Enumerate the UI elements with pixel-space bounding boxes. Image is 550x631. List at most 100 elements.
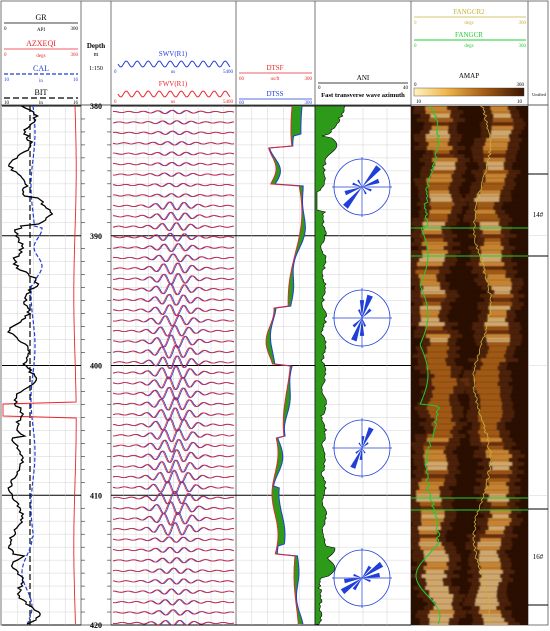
- waveform-trace: [112, 567, 235, 574]
- waveform-trace: [112, 243, 235, 252]
- bit-max: 16: [73, 101, 79, 106]
- azxeqi-unit: degs: [36, 54, 45, 59]
- rose-petal: [359, 448, 363, 460]
- waveform-track: [112, 109, 235, 625]
- waveform-trace: [112, 557, 235, 564]
- waveform-trace: [112, 459, 235, 474]
- ani-curve: [314, 105, 346, 626]
- waveform-trace: [112, 470, 235, 484]
- cal-unit: in: [39, 79, 43, 84]
- waveform-trace: [112, 490, 235, 505]
- swv-max: 5400: [223, 70, 234, 75]
- fast-azimuth-title: Fast transverse wave azimuth: [321, 92, 405, 99]
- waveform-track-header: SWV(R1) 0 us 5400 FWV(R1) 0 us 5400: [114, 50, 234, 105]
- depth-label-420: 420: [90, 621, 102, 630]
- fangcr-curve-name: FANGCR: [455, 31, 483, 39]
- waveform-trace: [112, 120, 235, 125]
- amap-extra-label: Unified: [532, 92, 546, 97]
- ani-min: 0: [318, 86, 321, 91]
- fangcr-unit: degs: [464, 44, 473, 49]
- gr-curve-name: GR: [35, 13, 47, 22]
- ani-curve-name: ANI: [357, 74, 370, 82]
- swv-unit: us: [171, 70, 176, 75]
- waveform-trace: [112, 578, 235, 585]
- cal-curve: [21, 105, 43, 625]
- waveform-trace: [112, 211, 235, 221]
- fangcr-min: 0: [414, 44, 417, 49]
- slowness-track: [265, 105, 306, 625]
- rose-petal: [344, 187, 362, 196]
- depth-scale: 1:150: [89, 66, 103, 72]
- amap-max: 360: [517, 83, 525, 88]
- rose-petal: [362, 442, 369, 448]
- rose-petal: [353, 573, 362, 578]
- dtss-min: 60: [239, 101, 245, 106]
- marker-label-1: 16#: [533, 553, 544, 561]
- dtsf-max: 300: [305, 77, 313, 82]
- image-track-header: FANGCR2 0 degs 360 FANGCR 0 degs 360 AMA…: [413, 8, 547, 105]
- rose-petal: [359, 318, 365, 336]
- marker-label-0: 14#: [533, 211, 544, 219]
- dtss-max: 300: [305, 101, 313, 106]
- waveform-trace: [112, 334, 235, 349]
- azimuth-rose-diagram: [332, 157, 392, 217]
- rose-petal: [352, 182, 362, 187]
- waveform-trace: [112, 232, 235, 242]
- rose-petal: [362, 187, 367, 195]
- waveform-trace: [112, 546, 235, 554]
- fangcr2-max: 360: [519, 21, 527, 26]
- waveform-trace: [112, 387, 234, 401]
- fwv-curve-name: FWV(R1): [159, 80, 188, 88]
- depth-label-390: 390: [90, 232, 102, 241]
- azxeqi-curve: [2, 105, 77, 624]
- fangcr2-min: 0: [414, 21, 417, 26]
- waveform-trace: [112, 314, 235, 327]
- rose-petal: [362, 578, 371, 583]
- azxeqi-max: 360: [71, 53, 79, 58]
- rose-petal: [351, 318, 362, 342]
- azimuth-rose-diagram: [332, 418, 392, 478]
- amap-low-label: 10: [416, 100, 422, 105]
- waveform-trace: [112, 283, 235, 296]
- dtss-curve-name: DTSS: [266, 90, 283, 98]
- rose-petal: [357, 309, 362, 318]
- fangcr2-curve: [472, 106, 492, 625]
- gr-curve: [6, 105, 54, 625]
- rose-petal: [362, 318, 367, 327]
- waveform-trace: [112, 522, 235, 536]
- dtsf-curve: [265, 105, 303, 625]
- waveform-trace: [112, 355, 235, 369]
- gamma-track-header: GR 0 API 300 AZXEQI 0 degs 360 CAL 10 in…: [4, 13, 79, 106]
- amap-high-label: 10: [517, 100, 523, 105]
- waveform-trace: [112, 294, 234, 306]
- waveform-trace: [112, 428, 235, 443]
- rose-petal: [362, 178, 380, 187]
- waveform-trace: [112, 619, 235, 625]
- depth-labels: 380 390 400 410 420: [81, 102, 111, 630]
- amap-name: AMAP: [459, 72, 479, 80]
- waveform-trace: [112, 182, 235, 188]
- fwv-max: 5400: [223, 100, 234, 105]
- anisotropy-track-header: ANI 0 40 Fast transverse wave azimuth: [318, 74, 409, 99]
- depth-track-header: Depth m 1:150: [87, 42, 105, 72]
- swv-curve-name: SWV(R1): [159, 50, 188, 58]
- rose-petal: [362, 565, 372, 578]
- gr-unit: API: [37, 28, 45, 33]
- waveform-trace: [112, 588, 235, 595]
- rose-petal: [362, 308, 372, 318]
- rose-petal: [357, 179, 362, 187]
- bit-curve-name: BIT: [35, 88, 48, 97]
- waveform-trace: [112, 151, 235, 156]
- anisotropy-track: [314, 105, 392, 626]
- rose-petal: [362, 187, 372, 192]
- rose-petal: [361, 436, 365, 448]
- marker-track: 14# 16#: [528, 173, 548, 606]
- rose-petal: [344, 578, 362, 584]
- waveform-trace: [112, 365, 235, 380]
- waveform-trace: [112, 438, 235, 453]
- waveform-trace: [112, 376, 235, 391]
- fangcr-curve: [415, 106, 441, 625]
- waveform-trace: [112, 130, 235, 136]
- amap-color-scale: [413, 87, 525, 97]
- azimuth-rose-diagram: [332, 288, 392, 348]
